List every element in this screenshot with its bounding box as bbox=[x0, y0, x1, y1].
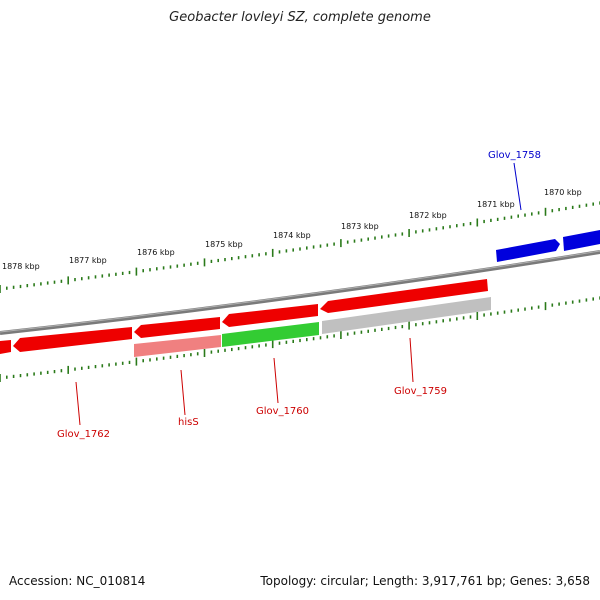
accession-text: Accession: NC_010814 bbox=[9, 574, 146, 588]
leader-hisS bbox=[180, 369, 186, 416]
scale-label-1876: 1876 kbp bbox=[137, 248, 175, 257]
scale-label-1870: 1870 kbp bbox=[544, 188, 582, 197]
leader-glov-1762 bbox=[75, 381, 81, 426]
outer-tick-ring bbox=[0, 201, 600, 293]
gene-reverse-3-arrow[interactable] bbox=[222, 304, 318, 327]
leader-glov-1759 bbox=[409, 337, 414, 383]
label-glov-1759[interactable]: Glov_1759 bbox=[394, 386, 447, 397]
gene-glov-1762-arrow[interactable] bbox=[13, 327, 132, 352]
genome-summary-text: Topology: circular; Length: 3,917,761 bp… bbox=[260, 574, 590, 588]
gene-glov-1758-arrow[interactable] bbox=[496, 239, 560, 262]
genome-backbone-highlight bbox=[0, 250, 600, 333]
leader-glov-1760 bbox=[273, 357, 279, 404]
gene-reverse-4-arrow[interactable] bbox=[320, 279, 488, 313]
label-glov-1758[interactable]: Glov_1758 bbox=[488, 150, 541, 161]
label-glov-1762[interactable]: Glov_1762 bbox=[57, 429, 110, 440]
scale-label-1874: 1874 kbp bbox=[273, 231, 311, 240]
gene-reverse-2-arrow[interactable] bbox=[134, 317, 220, 338]
gene-hisS-feature[interactable] bbox=[134, 335, 221, 357]
genome-backbone bbox=[0, 250, 600, 335]
scale-label-1877: 1877 kbp bbox=[69, 256, 107, 265]
leader-glov-1758 bbox=[513, 162, 522, 211]
gene-glov-1760-feature[interactable] bbox=[222, 322, 319, 347]
gene-glov-1759-feature[interactable] bbox=[322, 297, 491, 334]
gene-reverse-edge-arrow[interactable] bbox=[0, 340, 11, 354]
label-hisS[interactable]: hisS bbox=[178, 417, 199, 428]
scale-label-1878: 1878 kbp bbox=[2, 262, 40, 271]
scale-label-1873: 1873 kbp bbox=[341, 222, 379, 231]
gene-next-forward-arrow[interactable] bbox=[563, 230, 600, 251]
label-glov-1760[interactable]: Glov_1760 bbox=[256, 406, 309, 417]
scale-label-1871: 1871 kbp bbox=[477, 200, 515, 209]
scale-label-1875: 1875 kbp bbox=[205, 240, 243, 249]
inner-tick-ring bbox=[0, 296, 600, 382]
map-title: Geobacter lovleyi SZ, complete genome bbox=[169, 10, 431, 25]
scale-label-1872: 1872 kbp bbox=[409, 211, 447, 220]
